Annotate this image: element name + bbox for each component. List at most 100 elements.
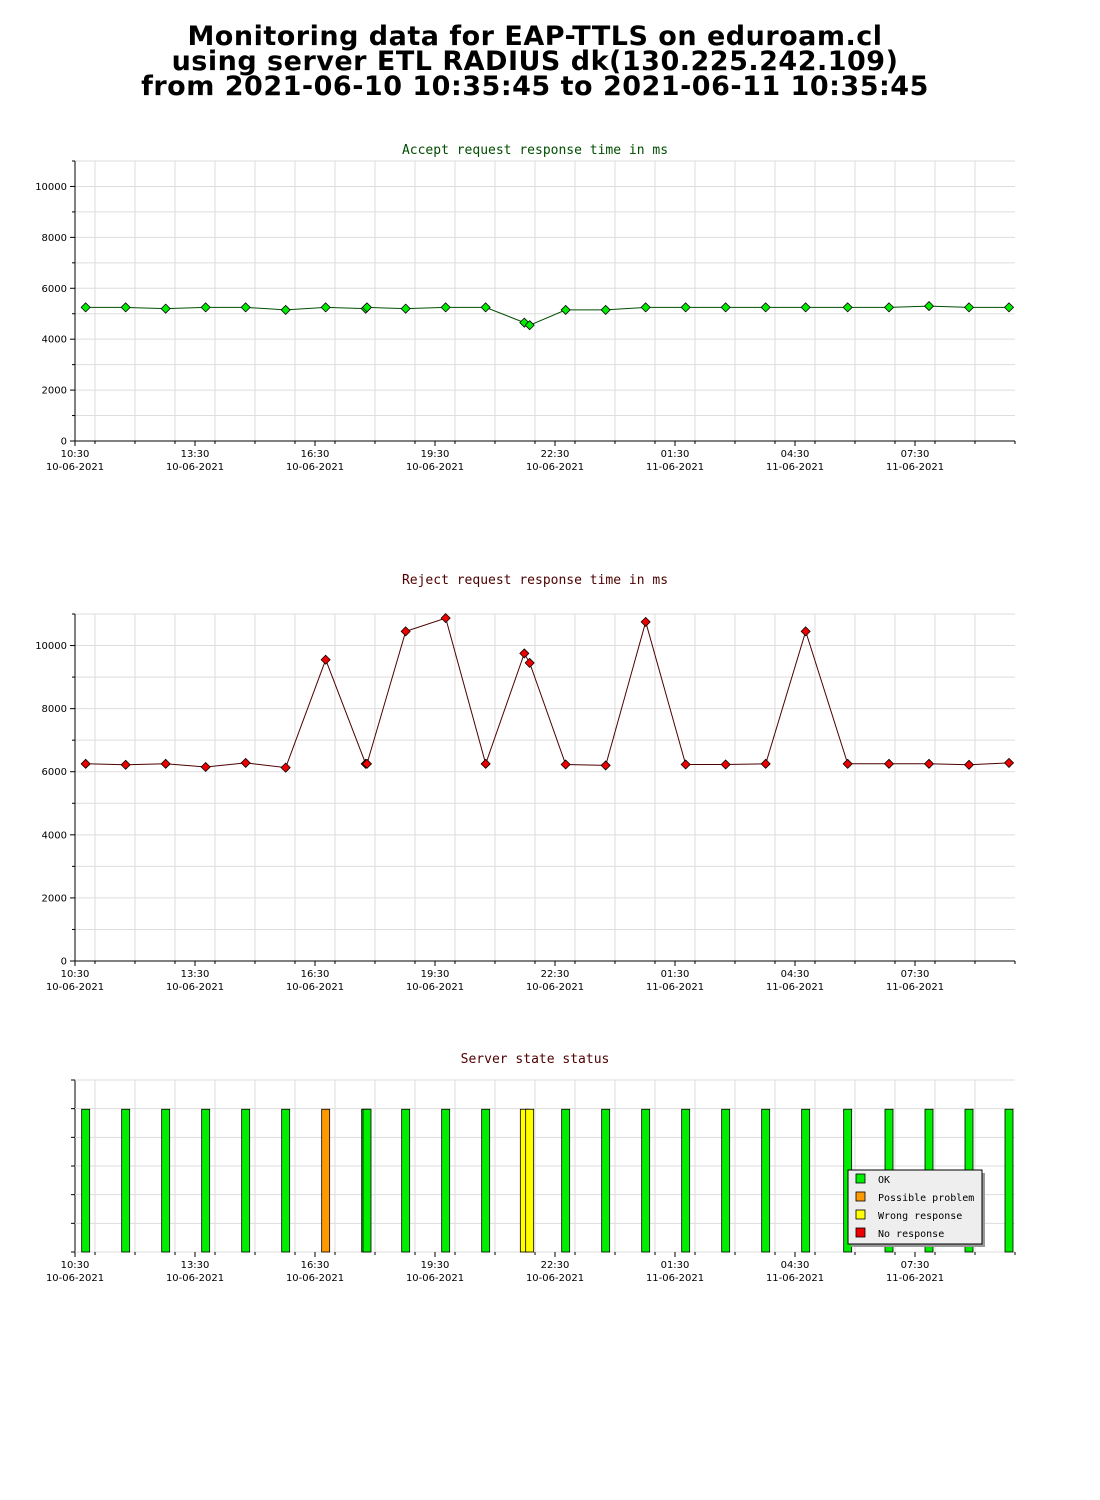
accept-data-point — [80, 302, 91, 313]
legend-swatch-possible — [855, 1191, 866, 1202]
reject-data-point — [963, 759, 975, 770]
status-chart: 10:30 10-06-2021 13:30 10-06-2021 16:30 10-06… — [46, 1079, 1016, 1284]
y-tick-label: 2000 — [42, 386, 67, 397]
status-chart-title: Server state status — [461, 1052, 610, 1067]
accept-data-point — [720, 302, 731, 313]
status-bar-ok — [201, 1108, 211, 1253]
reject-data-point — [480, 758, 491, 769]
x-tick-date: 10-06-2021 — [286, 1273, 344, 1284]
x-tick-time: 04:30 — [781, 1260, 810, 1271]
legend-label-ok: OK — [878, 1175, 890, 1186]
x-tick-time: 13:30 — [181, 1260, 210, 1271]
accept-data-point — [524, 320, 535, 331]
x-tick-time: 19:30 — [421, 449, 450, 460]
x-tick-date: 10-06-2021 — [166, 982, 224, 993]
reject-data-point — [600, 760, 611, 771]
status-bar-ok — [161, 1108, 171, 1253]
y-tick-label: 6000 — [42, 767, 67, 778]
y-tick-label: 8000 — [42, 233, 67, 244]
x-tick-time: 07:30 — [901, 1260, 930, 1271]
accept-data-point — [280, 304, 291, 315]
status-bar-ok — [241, 1108, 251, 1253]
y-tick-label: 2000 — [42, 893, 67, 904]
reject-data-point — [160, 758, 171, 769]
accept-chart-title: Accept request response time in ms — [402, 143, 668, 158]
x-tick-time: 22:30 — [541, 1260, 570, 1271]
accept-data-point — [680, 302, 691, 313]
legend-label-possible: Possible problem — [878, 1193, 974, 1204]
reject-data-point — [400, 626, 411, 637]
x-tick-time: 01:30 — [661, 969, 690, 980]
x-tick-time: 01:30 — [661, 1260, 690, 1271]
legend-label-wrong: Wrong response — [878, 1211, 962, 1222]
accept-data-point — [963, 302, 975, 313]
x-tick-date: 11-06-2021 — [766, 462, 824, 473]
status-bar-ok — [81, 1108, 91, 1253]
x-tick-date: 11-06-2021 — [886, 462, 944, 473]
x-tick-time: 13:30 — [181, 449, 210, 460]
x-tick-date: 11-06-2021 — [646, 1273, 704, 1284]
y-tick-label: 0 — [61, 437, 67, 448]
x-tick-date: 10-06-2021 — [526, 1273, 584, 1284]
status-bar-ok — [641, 1108, 651, 1253]
x-tick-time: 07:30 — [901, 969, 930, 980]
status-bar-ok — [121, 1108, 131, 1253]
accept-data-point — [842, 302, 853, 313]
accept-data-point — [160, 303, 171, 314]
y-tick-label: 10000 — [35, 641, 67, 652]
accept-data-point — [120, 302, 131, 313]
reject-data-point — [519, 648, 530, 659]
accept-data-point — [600, 304, 611, 315]
reject-data-point — [440, 613, 451, 624]
reject-data-point — [320, 654, 331, 665]
accept-data-point — [883, 302, 895, 313]
status-bar-ok — [401, 1108, 411, 1253]
accept-data-point — [400, 303, 411, 314]
x-tick-time: 22:30 — [541, 449, 570, 460]
status-bar-ok — [561, 1108, 571, 1253]
legend-swatch-ok — [855, 1173, 866, 1184]
y-tick-label: 4000 — [42, 830, 67, 841]
y-tick-label: 0 — [61, 957, 67, 968]
reject-data-point — [923, 758, 935, 769]
x-tick-time: 07:30 — [901, 449, 930, 460]
header-line-2: using server ETL RADIUS dk(130.225.242.1… — [171, 46, 899, 77]
y-tick-label: 8000 — [42, 704, 67, 715]
page-header: Monitoring data for EAP-TTLS on eduroam.… — [0, 21, 1070, 102]
reject-data-point — [524, 657, 535, 668]
x-tick-date: 11-06-2021 — [886, 982, 944, 993]
x-tick-time: 16:30 — [301, 1260, 330, 1271]
status-bar-ok — [481, 1108, 491, 1253]
legend-box — [847, 1169, 983, 1245]
reject-data-point — [1003, 757, 1015, 768]
x-tick-date: 10-06-2021 — [286, 462, 344, 473]
accept-data-point — [923, 301, 935, 312]
reject-series-line — [85, 617, 1010, 769]
accept-data-point — [760, 302, 771, 313]
reject-data-point — [361, 758, 373, 769]
x-tick-time: 16:30 — [301, 969, 330, 980]
reject-data-point — [720, 759, 731, 770]
accept-data-point — [1003, 302, 1015, 313]
reject-data-point — [560, 759, 571, 770]
x-tick-time: 10:30 — [61, 449, 90, 460]
x-tick-date: 11-06-2021 — [646, 462, 704, 473]
accept-series-line — [85, 305, 1009, 326]
status-bar-possible — [321, 1108, 331, 1253]
status-bar-ok — [1004, 1108, 1014, 1253]
x-tick-date: 10-06-2021 — [526, 982, 584, 993]
x-tick-date: 10-06-2021 — [406, 1273, 464, 1284]
x-tick-date: 11-06-2021 — [766, 1273, 824, 1284]
x-tick-time: 22:30 — [541, 969, 570, 980]
reject-data-point — [800, 626, 811, 637]
x-tick-time: 19:30 — [421, 1260, 450, 1271]
status-bar-ok — [761, 1108, 771, 1253]
header-line-3: from 2021-06-10 10:35:45 to 2021-06-11 1… — [141, 71, 929, 102]
reject-data-point — [842, 758, 853, 769]
y-tick-label: 6000 — [42, 284, 67, 295]
x-tick-time: 13:30 — [181, 969, 210, 980]
header-line-1: Monitoring data for EAP-TTLS on eduroam.… — [187, 21, 883, 52]
status-bar-ok — [441, 1108, 451, 1253]
x-tick-time: 04:30 — [781, 449, 810, 460]
